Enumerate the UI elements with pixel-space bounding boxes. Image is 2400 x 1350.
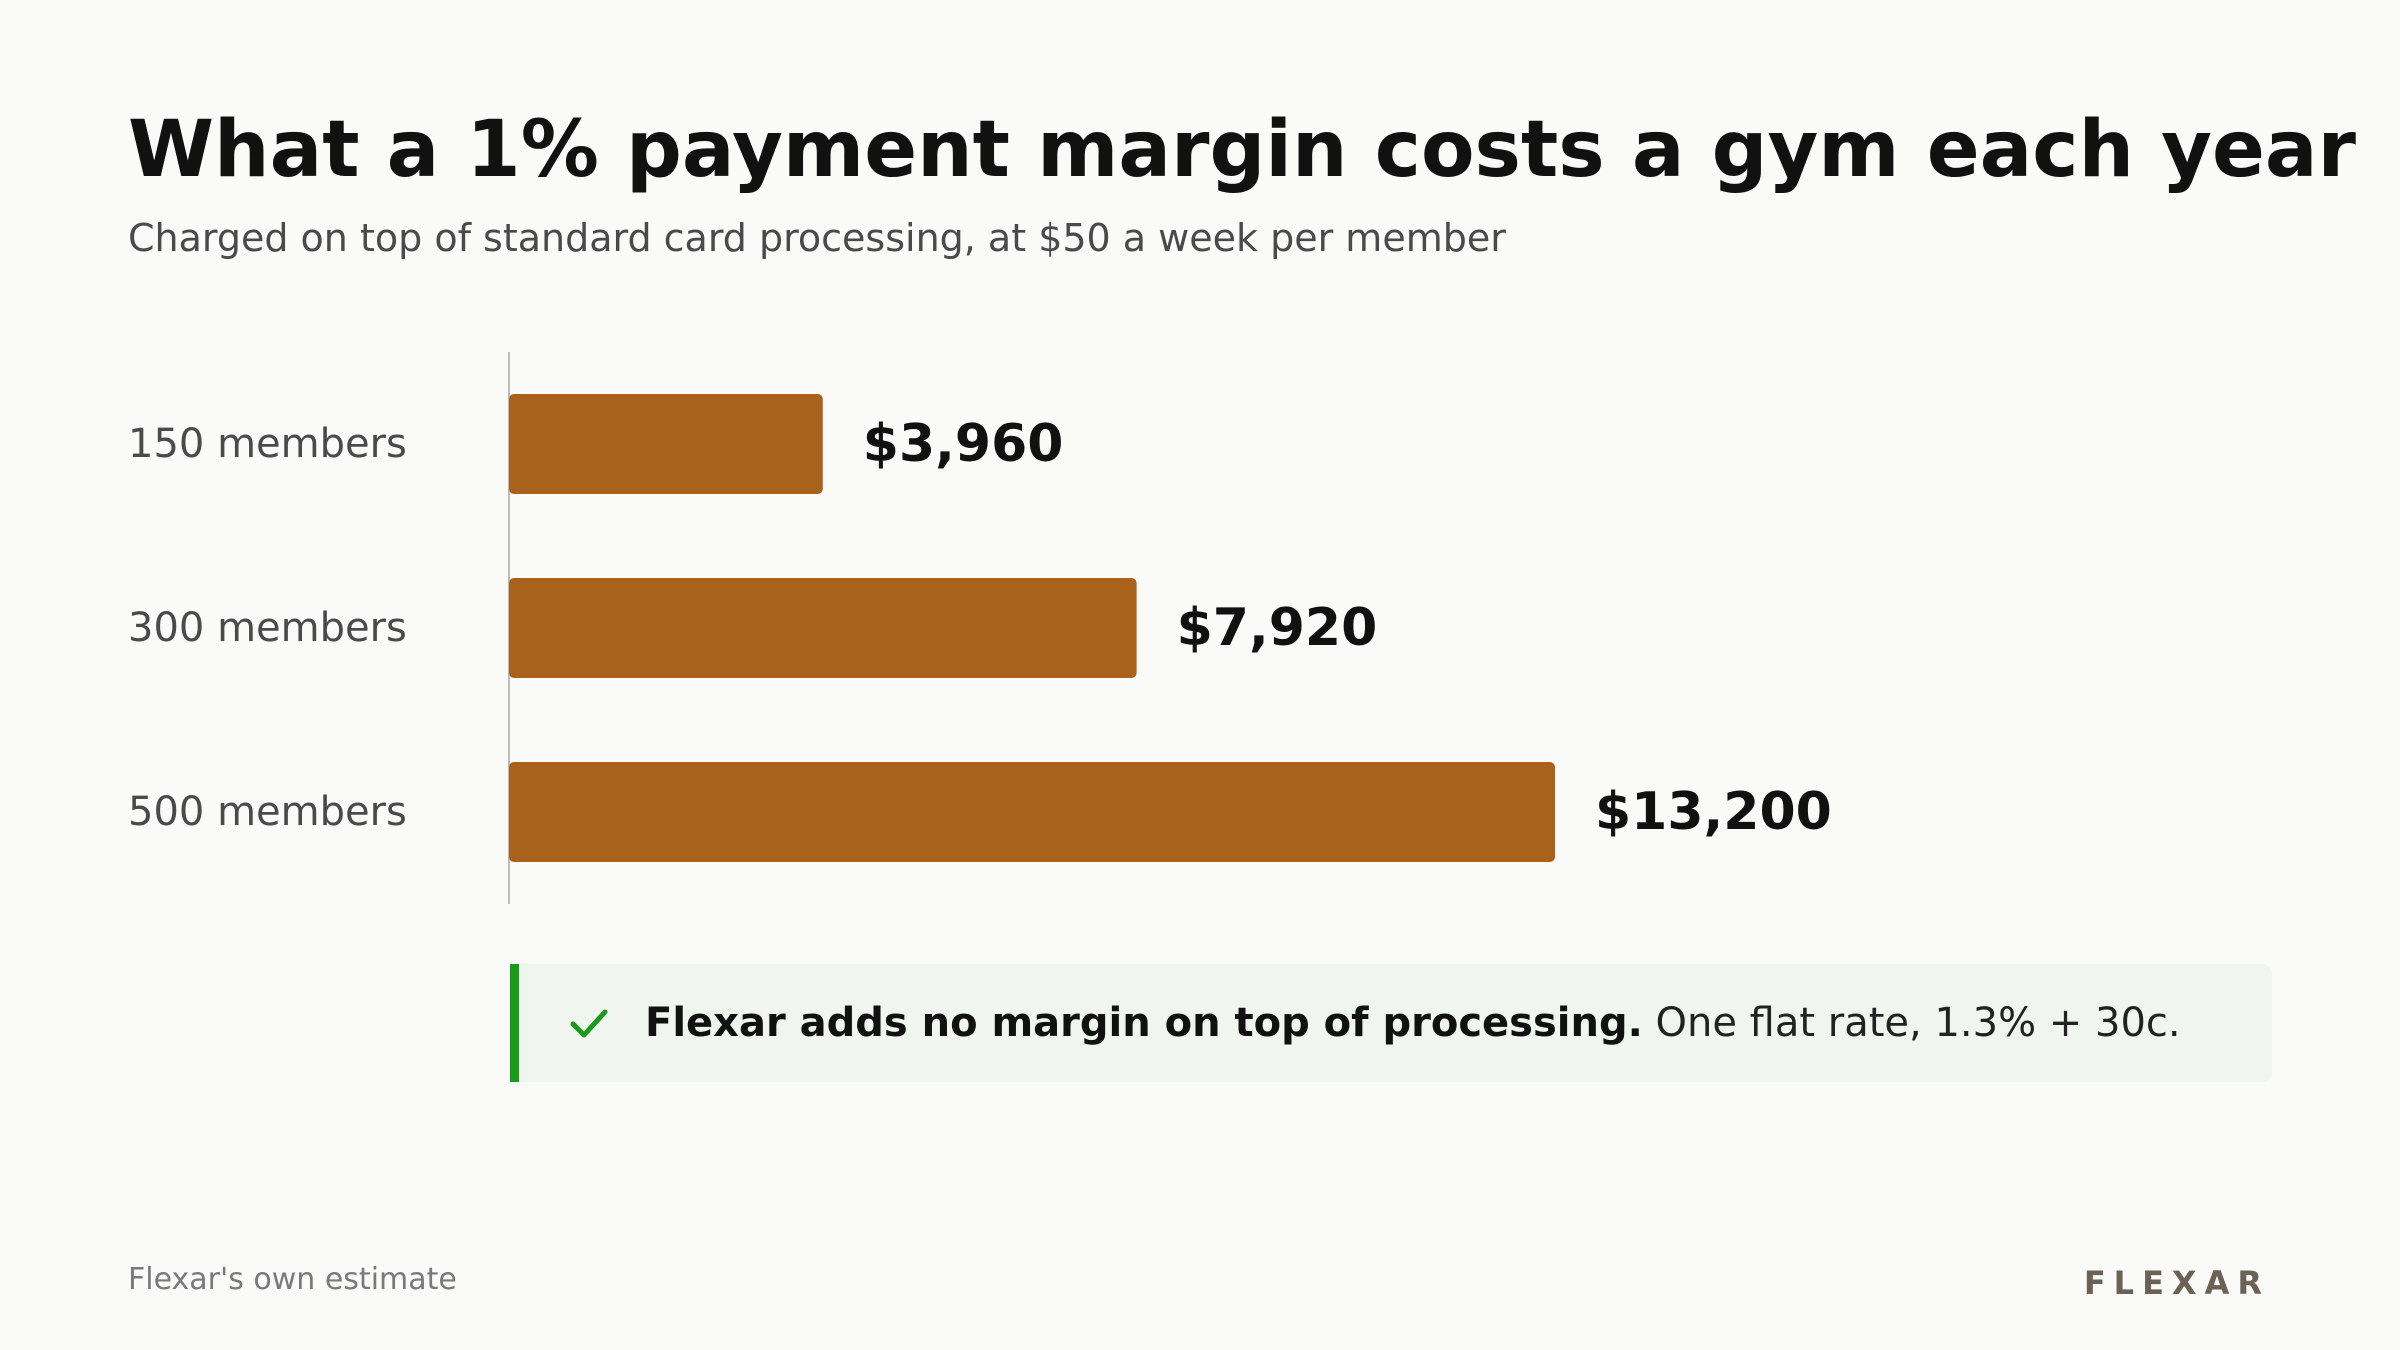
bars-group: 150 members $3,960 300 members $7,920 500 me… — [128, 394, 1832, 862]
bar — [509, 762, 1555, 862]
category-label: 300 members — [128, 605, 407, 651]
no-margin-callout: Flexar adds no margin on top of processi… — [510, 964, 2272, 1082]
brand-logo: FLEXAR — [2083, 1264, 2270, 1302]
value-label: $13,200 — [1595, 782, 1832, 842]
bar — [509, 394, 823, 494]
chart-subtitle: Charged on top of standard card processi… — [128, 216, 1506, 260]
callout-rest-text: One flat rate, 1.3% + 30c. — [1655, 1000, 2181, 1046]
bar — [509, 578, 1137, 678]
source-note: Flexar's own estimate — [128, 1262, 457, 1297]
category-label: 150 members — [128, 421, 407, 467]
chart-title: What a 1% payment margin costs a gym eac… — [128, 105, 2357, 195]
value-label: $3,960 — [863, 414, 1064, 474]
callout-strong-text: Flexar adds no margin on top of processi… — [645, 1000, 1643, 1046]
check-icon — [570, 1009, 608, 1038]
value-label: $7,920 — [1177, 598, 1378, 658]
category-label: 500 members — [128, 789, 407, 835]
